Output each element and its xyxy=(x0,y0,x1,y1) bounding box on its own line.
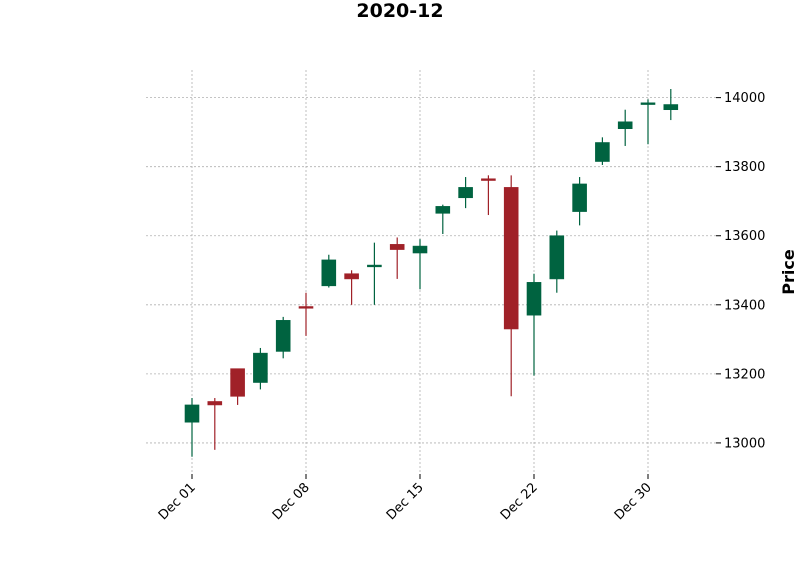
candle-body xyxy=(526,282,542,316)
candle-down xyxy=(344,270,359,305)
candle-up xyxy=(595,137,610,165)
candle-up xyxy=(549,230,565,293)
candle-up xyxy=(184,398,200,457)
candle-down xyxy=(230,368,245,405)
candle-layer xyxy=(184,88,679,457)
y-tick-label: 13400 xyxy=(724,298,765,313)
candle-body xyxy=(367,264,382,268)
candle-body xyxy=(435,206,451,214)
candle-body xyxy=(321,259,337,287)
y-axis: 13000 13200 13400 13600 13800 14000 xyxy=(716,91,765,451)
x-tick-label: Dec 01 xyxy=(156,480,199,523)
x-tick-label: Dec 30 xyxy=(612,480,655,523)
candle-down xyxy=(389,237,405,279)
candle-up xyxy=(572,177,587,226)
candle-body xyxy=(275,320,291,352)
y-tick-label: 13800 xyxy=(724,160,765,175)
x-tick-label: Dec 15 xyxy=(384,480,427,523)
candle-up xyxy=(321,254,337,288)
x-tick-label: Dec 08 xyxy=(270,480,313,523)
candle-body xyxy=(663,104,679,111)
y-tick-label: 13600 xyxy=(724,229,765,244)
candle-up xyxy=(617,109,633,146)
candle-body xyxy=(640,102,656,105)
candle-up xyxy=(253,347,268,390)
candle-up xyxy=(458,177,473,209)
candle-body xyxy=(572,183,587,212)
grid-layer xyxy=(146,70,716,474)
candle-body xyxy=(617,121,633,130)
candle-body xyxy=(344,273,359,280)
y-tick-label: 13000 xyxy=(724,436,765,451)
chart-title: 2020-12 xyxy=(356,0,443,22)
candle-body xyxy=(207,401,223,406)
candle-body xyxy=(458,187,473,199)
candle-body xyxy=(230,368,245,397)
candle-body xyxy=(595,142,610,162)
y-tick-label: 13200 xyxy=(724,367,765,382)
candle-body xyxy=(253,352,268,383)
candle-up xyxy=(367,242,382,305)
x-tick-label: Dec 22 xyxy=(498,480,541,523)
candle-body xyxy=(298,306,314,309)
candle-body xyxy=(503,187,519,330)
candle-body xyxy=(184,404,200,423)
y-axis-label: Price xyxy=(779,249,798,295)
candle-down xyxy=(298,292,314,336)
candle-up xyxy=(275,316,291,359)
candle-up xyxy=(435,204,451,235)
candle-up xyxy=(663,88,679,121)
candle-body xyxy=(481,178,496,181)
candle-up xyxy=(640,99,656,145)
candle-up xyxy=(526,273,542,376)
candle-down xyxy=(207,398,223,450)
candle-down xyxy=(481,175,496,216)
x-axis: Dec 01 Dec 08 Dec 15 Dec 22 Dec 30 xyxy=(156,474,655,523)
y-tick-label: 14000 xyxy=(724,91,765,106)
candle-up xyxy=(412,239,428,290)
candle-body xyxy=(549,235,565,280)
candle-body xyxy=(389,244,405,250)
candle-down xyxy=(503,175,519,397)
candle-body xyxy=(412,245,428,254)
